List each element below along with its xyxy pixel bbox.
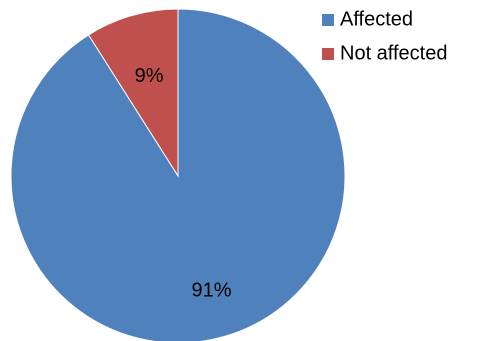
legend-label-not-affected: Not affected [340,42,447,64]
pie-slice-affected [10,8,346,341]
legend-swatch-not-affected [322,48,334,60]
pie-slices [10,8,346,341]
pie-slice-labels: 9% 91% [135,65,232,302]
legend-label-affected: Affected [340,8,413,30]
slice-label-affected: 91% [192,280,232,302]
slice-label-not-affected: 9% [135,65,164,87]
legend: Affected Not affected [322,8,447,64]
pie-slice-not-affected [87,8,179,178]
legend-swatch-affected [322,14,334,26]
